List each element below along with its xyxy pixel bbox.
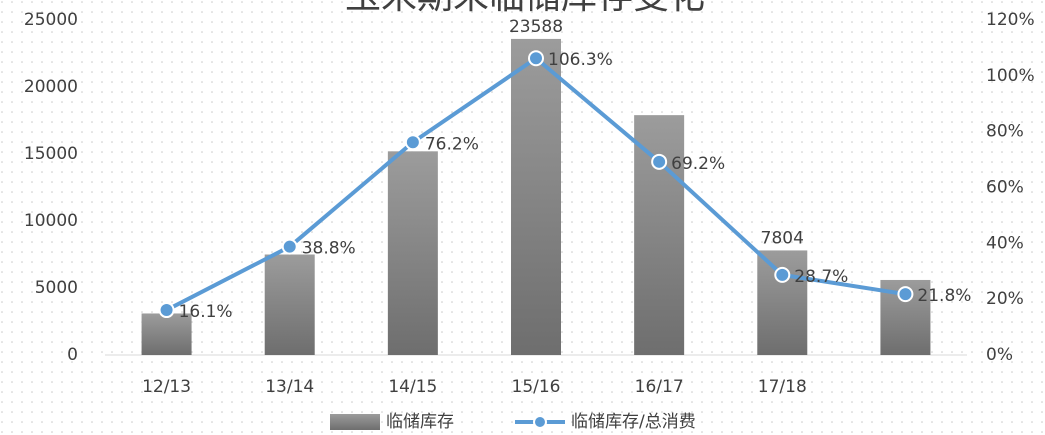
data-label: 76.2% <box>425 134 479 154</box>
y-tick-label: 5000 <box>35 278 78 298</box>
data-label: 38.8% <box>302 239 356 259</box>
data-label: 106.3% <box>548 50 613 70</box>
data-label: 23588 <box>509 17 563 37</box>
line-marker <box>528 50 544 67</box>
data-label: 21.8% <box>917 286 971 306</box>
y2-tick-label: 100% <box>986 66 1035 86</box>
y-tick-label: 10000 <box>24 211 78 231</box>
bar <box>387 151 438 355</box>
data-label: 28.7% <box>794 267 848 287</box>
x-tick-label: 15/16 <box>512 377 561 397</box>
y2-tick-label: 40% <box>986 233 1024 253</box>
x-tick-label: 14/15 <box>388 377 437 397</box>
legend-label: 临储库存/总消费 <box>571 412 696 432</box>
line-marker <box>404 134 421 151</box>
line-marker <box>281 238 298 255</box>
y2-tick-label: 120% <box>986 10 1035 30</box>
x-tick-label: 12/13 <box>142 377 191 397</box>
y-tick-label: 25000 <box>24 10 78 30</box>
legend-marker <box>533 415 547 429</box>
bar <box>264 254 315 355</box>
x-tick-label: 13/14 <box>265 377 314 397</box>
y2-tick-label: 60% <box>986 178 1024 198</box>
data-label: 7804 <box>761 228 804 248</box>
y2-tick-label: 0% <box>986 345 1013 365</box>
line-marker <box>897 286 914 303</box>
line-marker <box>158 302 175 319</box>
chart-title: 玉米期末临储库存变化 <box>345 0 705 17</box>
legend-swatch <box>330 414 380 430</box>
bar <box>511 38 561 355</box>
y2-tick-label: 20% <box>986 289 1024 309</box>
bar <box>141 313 192 355</box>
y-tick-label: 0 <box>67 345 78 365</box>
bar <box>634 115 685 355</box>
x-tick-label: 17/18 <box>758 377 807 397</box>
line-marker <box>651 153 668 170</box>
y2-tick-label: 80% <box>986 122 1024 142</box>
legend-label: 临储库存 <box>386 412 454 432</box>
y-tick-label: 20000 <box>24 77 78 97</box>
y-tick-label: 15000 <box>24 144 78 164</box>
line-marker <box>774 266 791 283</box>
data-label: 16.1% <box>179 302 233 322</box>
x-tick-label: 16/17 <box>635 377 684 397</box>
data-label: 69.2% <box>671 154 725 174</box>
